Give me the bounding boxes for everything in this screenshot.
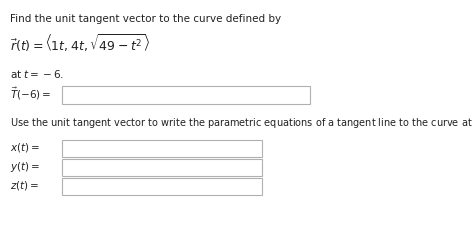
Bar [62,159,262,176]
Text: at $t = -6$.: at $t = -6$. [10,68,64,80]
Text: $\vec{r}(t) = \left\langle 1t, 4t, \sqrt{49 - t^2}\right\rangle$: $\vec{r}(t) = \left\langle 1t, 4t, \sqrt… [10,32,150,54]
Text: $\vec{T}(-6) = $: $\vec{T}(-6) = $ [10,86,51,102]
Bar [62,86,310,104]
Text: Use the unit tangent vector to write the parametric equations of a tangent line : Use the unit tangent vector to write the… [10,116,474,130]
Bar [62,140,262,157]
Text: $x(t) = $: $x(t) = $ [10,141,40,154]
Bar [62,178,262,195]
Text: $z(t) = $: $z(t) = $ [10,179,39,192]
Text: Find the unit tangent vector to the curve defined by: Find the unit tangent vector to the curv… [10,14,281,24]
Text: $y(t) = $: $y(t) = $ [10,160,40,173]
